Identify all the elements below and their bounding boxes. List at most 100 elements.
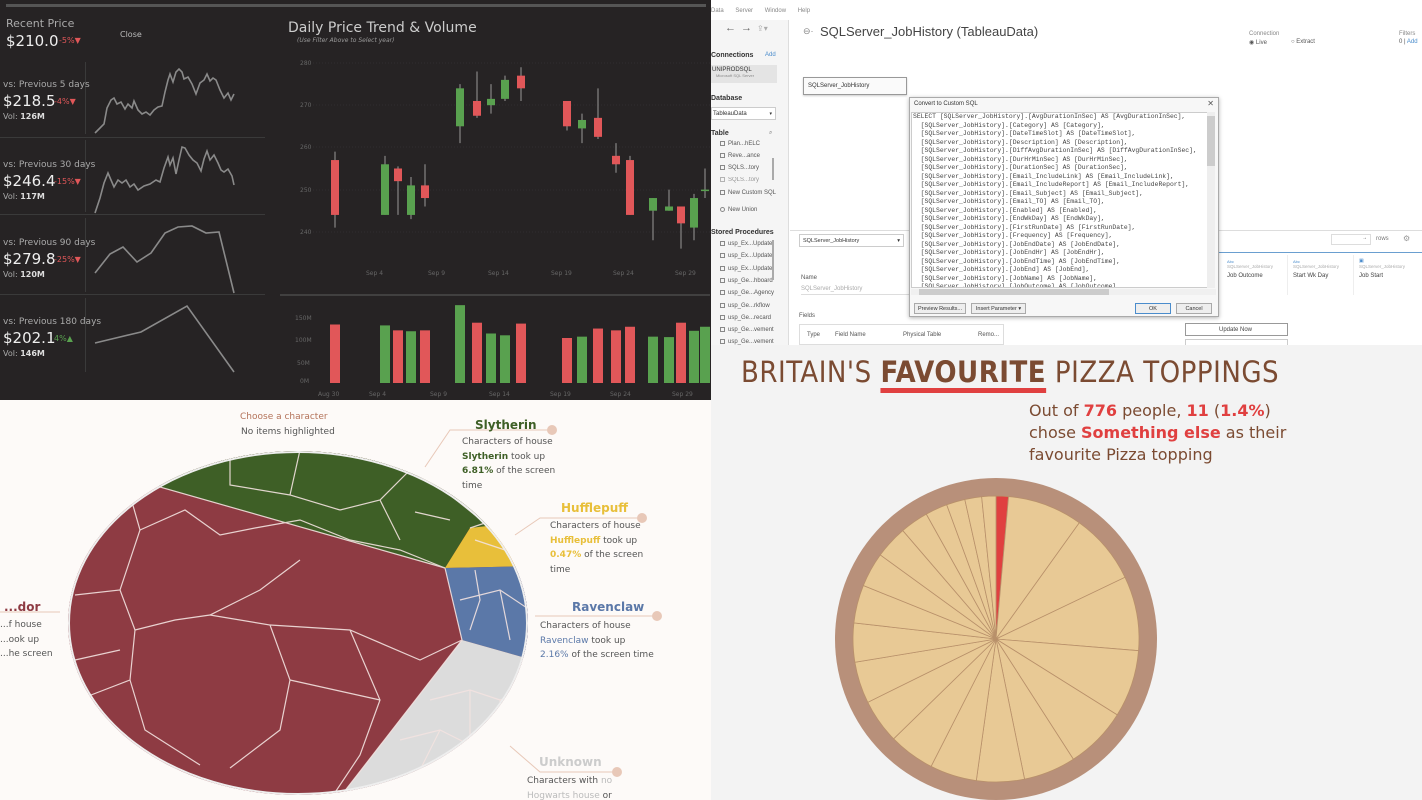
- menu-window[interactable]: Window: [764, 8, 787, 14]
- kpi-volume: Vol: 126M: [3, 112, 45, 121]
- stored-procedure-item[interactable]: usp_Ex...Update: [720, 241, 772, 247]
- add-filter-link[interactable]: Add: [1406, 39, 1418, 45]
- stored-procedure-item[interactable]: usp_Ge...hboard: [720, 277, 773, 284]
- procedure-icon: [720, 302, 725, 308]
- connection-item[interactable]: UNIPRODSQL Microsoft SQL Server: [711, 65, 777, 83]
- column-field-name[interactable]: Field Name: [835, 332, 866, 338]
- table-icon: [720, 141, 725, 146]
- procedures-scrollbar[interactable]: [772, 240, 774, 280]
- stored-procedure-item[interactable]: usp_Ex...Update: [720, 253, 772, 259]
- column-type[interactable]: Type: [807, 332, 821, 338]
- table-item[interactable]: Reve...ance: [720, 153, 760, 159]
- stored-procedure-item[interactable]: usp_Ge...recard: [720, 314, 771, 321]
- svg-text:150M: 150M: [295, 315, 312, 322]
- menu-help[interactable]: Help: [797, 8, 811, 14]
- svg-text:Sep 14: Sep 14: [489, 391, 510, 398]
- kpi-change: -4%▼: [54, 97, 76, 106]
- svg-text:Sep 29: Sep 29: [672, 391, 693, 398]
- grid-column-job-start[interactable]: ▣ SQLServer_JobHistory Job Start: [1355, 255, 1422, 295]
- recent-price-change: -5%▼: [59, 36, 81, 45]
- back-arrow-icon[interactable]: ←: [725, 22, 736, 34]
- database-select[interactable]: TableauData ▾: [711, 107, 776, 120]
- procedure-icon: [720, 241, 725, 246]
- svg-text:Sep 19: Sep 19: [551, 270, 572, 277]
- search-icon[interactable]: ⌕: [769, 130, 773, 136]
- unknown-title: Unknown: [539, 755, 602, 769]
- sql-horizontal-scrollbar[interactable]: [911, 289, 1216, 295]
- new-custom-sql-item[interactable]: New Custom SQL: [720, 190, 776, 196]
- kpi-price: $218.5: [3, 92, 56, 110]
- svg-text:50M: 50M: [297, 360, 310, 367]
- svg-text:240: 240: [300, 229, 312, 236]
- convert-to-custom-sql-dialog: Convert to Custom SQL ✕ SELECT [SQLServe…: [909, 97, 1219, 317]
- stored-procedure-item[interactable]: usp_Ge...Agency: [720, 290, 774, 296]
- close-icon[interactable]: ✕: [1207, 99, 1214, 108]
- preview-results-button[interactable]: Preview Results...: [914, 303, 966, 314]
- stored-procedure-item[interactable]: usp_Ge...rkflow: [720, 302, 770, 309]
- insert-parameter-button[interactable]: Insert Parameter ▾: [971, 303, 1026, 314]
- sql-vertical-scrollbar[interactable]: [1207, 112, 1215, 288]
- pizza-description: Out of 776 people, 11 (1.4%) chose Somet…: [1029, 401, 1287, 464]
- name-field[interactable]: SQLServer_JobHistory: [801, 286, 911, 295]
- add-connection-link[interactable]: Add: [765, 52, 776, 58]
- forward-arrow-icon[interactable]: →: [741, 22, 752, 34]
- stored-procedure-item[interactable]: usp_Ex...Update: [720, 265, 772, 272]
- grid-column-job-outcome[interactable]: Abc SQLServer_JobHistory Job Outcome: [1223, 255, 1288, 295]
- pizza-pie-chart[interactable]: [835, 478, 1157, 800]
- svg-text:Sep 9: Sep 9: [430, 391, 447, 398]
- svg-text:0M: 0M: [300, 378, 309, 385]
- svg-text:250: 250: [300, 187, 312, 194]
- svg-text:Sep 14: Sep 14: [488, 270, 509, 277]
- svg-text:Aug 30: Aug 30: [318, 391, 339, 398]
- sparklines: [94, 67, 235, 373]
- datasource-title[interactable]: SQLServer_JobHistory (TableauData): [820, 24, 1039, 39]
- database-heading: Database: [711, 95, 743, 102]
- kpi-label: vs: Previous 30 days: [3, 160, 96, 170]
- svg-text:Sep 19: Sep 19: [550, 391, 571, 398]
- rows-input[interactable]: →: [1331, 234, 1371, 245]
- update-now-button[interactable]: Update Now: [1185, 323, 1288, 336]
- column-remote[interactable]: Remo...: [978, 332, 1000, 338]
- stored-procedure-item[interactable]: usp_Ge...vement: [720, 339, 774, 345]
- canvas-table-card[interactable]: SQLServer_JobHistory: [803, 77, 907, 95]
- svg-text:100M: 100M: [295, 337, 312, 344]
- new-union-item[interactable]: New Union: [720, 207, 757, 213]
- menu-data[interactable]: Data: [711, 8, 724, 14]
- filters-label: Filters: [1399, 31, 1416, 37]
- table-icon: [720, 153, 725, 158]
- choose-character-select[interactable]: No items highlighted: [241, 427, 335, 437]
- stored-procedure-item[interactable]: usp_Ge...vement: [720, 327, 774, 333]
- chart-subtitle: (Use Filter Above to Select year): [297, 37, 395, 44]
- menu-server[interactable]: Server: [735, 8, 754, 14]
- share-icon[interactable]: ⇪▾: [757, 24, 768, 33]
- chevron-down-icon: ▾: [897, 238, 900, 244]
- column-physical-table[interactable]: Physical Table: [903, 332, 942, 338]
- gryffindor-title: ...dor: [4, 600, 41, 614]
- slytherin-title: Slytherin: [475, 418, 537, 432]
- table-item[interactable]: Plan...hELC: [720, 141, 760, 147]
- table-list-scrollbar[interactable]: [772, 158, 774, 180]
- table-select[interactable]: SQLServer_JobHistory ▾: [799, 234, 904, 247]
- table-item[interactable]: SQLS...tory: [720, 165, 759, 171]
- kpi-label: vs: Previous 5 days: [3, 80, 90, 90]
- grid-column-start-wk-day[interactable]: Abc SQLServer_JobHistory Start Wk Day: [1289, 255, 1354, 295]
- hogwarts-screen-time-viz: Choose a character No items highlighted: [0, 400, 711, 800]
- kpi-label: vs: Previous 180 days: [3, 317, 102, 327]
- kpi-price: $246.4: [3, 172, 56, 190]
- cancel-button[interactable]: Cancel: [1176, 303, 1212, 314]
- chart-title: Daily Price Trend & Volume: [288, 20, 477, 36]
- voronoi-treemap[interactable]: [0, 400, 711, 800]
- svg-text:Sep 29: Sep 29: [675, 270, 696, 277]
- string-type-icon: Abc: [1293, 259, 1300, 264]
- slytherin-marker: [547, 425, 557, 435]
- chevron-down-icon: ▾: [769, 111, 772, 117]
- table-item[interactable]: SQLS...tory: [720, 177, 759, 183]
- gear-icon[interactable]: ⚙: [1403, 234, 1411, 243]
- live-radio[interactable]: ◉ Live: [1249, 40, 1267, 46]
- rows-label: rows: [1376, 236, 1389, 242]
- connections-heading: Connections: [711, 52, 754, 59]
- hufflepuff-title: Hufflepuff: [561, 501, 628, 515]
- sql-editor[interactable]: SELECT [SQLServer_JobHistory].[AvgDurati…: [911, 112, 1208, 288]
- ok-button[interactable]: OK: [1135, 303, 1171, 314]
- extract-radio[interactable]: ○ Extract: [1291, 39, 1315, 45]
